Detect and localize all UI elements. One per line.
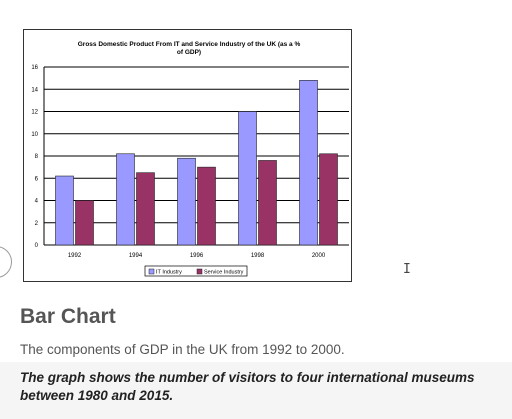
bar-it-industry (177, 157, 196, 246)
x-tick-label: 1994 (129, 253, 143, 259)
y-tick-label: 0 (35, 243, 39, 249)
legend-label: IT Industry (156, 270, 182, 276)
bar-it-industry (116, 153, 135, 246)
note-background (0, 362, 512, 419)
y-tick-label: 16 (31, 65, 38, 71)
text-cursor-icon: I (403, 262, 411, 277)
graph-note: The graph shows the number of visitors t… (20, 370, 475, 403)
chart-description: The components of GDP in the UK from 199… (20, 342, 345, 357)
legend-label: Service Industry (204, 270, 244, 276)
x-tick-label: 1996 (190, 253, 204, 259)
legend-swatch (196, 268, 203, 275)
y-tick-label: 10 (31, 132, 38, 138)
bar-chart: Gross Domestic Product From IT and Servi… (23, 29, 352, 282)
y-tick-label: 6 (35, 176, 39, 182)
y-tick-label: 12 (31, 110, 38, 116)
x-tick-label: 2000 (312, 253, 326, 259)
y-tick-label: 2 (35, 221, 39, 227)
legend-box (144, 265, 248, 277)
bar-service-industry (319, 153, 338, 246)
y-tick-label: 4 (35, 199, 39, 205)
bar-service-industry (258, 160, 277, 246)
section-heading: Bar Chart (20, 305, 116, 328)
x-tick-label: 1992 (68, 253, 82, 259)
x-tick-label: 1998 (251, 253, 265, 259)
bar-it-industry (238, 111, 257, 246)
chart-canvas: Gross Domestic Product From IT and Servi… (31, 41, 349, 277)
bar-it-industry (55, 175, 74, 246)
y-tick-label: 14 (31, 87, 38, 93)
bar-service-industry (197, 166, 216, 246)
carousel-nav-button[interactable] (0, 246, 12, 278)
chart-title: Gross Domestic Product From IT and Servi… (78, 41, 301, 48)
bar-it-industry (299, 80, 318, 246)
plot-area: 0 2 4 6 8 10 12 14 16 1992 1994 1996 1998 2000 IT Indu… (31, 65, 349, 277)
bar-service-industry (136, 172, 155, 246)
bar-service-industry (75, 200, 94, 246)
chart-title-continued: of GDP) (177, 49, 201, 56)
legend-swatch (148, 268, 155, 275)
y-tick-label: 8 (35, 154, 39, 160)
